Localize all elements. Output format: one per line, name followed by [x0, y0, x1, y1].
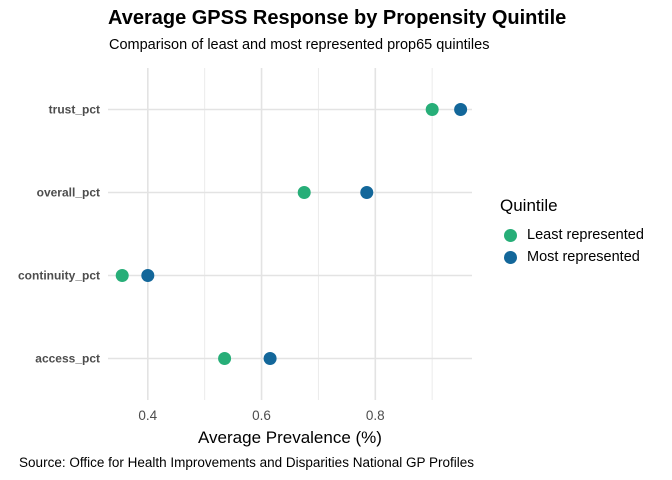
point-most-access_pct [263, 352, 277, 365]
grid-lines [108, 68, 472, 400]
chart-caption: Source: Office for Health Improvements a… [19, 455, 474, 470]
legend-dot-most [504, 250, 517, 264]
legend-label-least: Least represented [527, 227, 644, 243]
point-least-continuity_pct [115, 269, 129, 282]
x-tick-label-1: 0.6 [252, 408, 271, 423]
legend-title: Quintile [500, 196, 558, 215]
legend-item-least: Least represented [500, 224, 644, 246]
point-least-overall_pct [297, 186, 311, 199]
y-axis-ticks: trust_pct overall_pct continuity_pctaccess… [18, 103, 100, 366]
chart-subtitle: Comparison of least and most represented… [109, 37, 490, 53]
legend-dot-least [504, 228, 517, 242]
y-tick-label-access_pct: access_pct [35, 352, 100, 366]
point-least-access_pct [218, 352, 232, 365]
point-most-continuity_pct [141, 269, 155, 282]
legend: Quintile Least represented Most represen… [500, 196, 644, 268]
point-least-trust_pct [425, 103, 439, 116]
y-tick-label-overall_pct: overall_pct [37, 186, 100, 200]
point-most-overall_pct [360, 186, 374, 199]
x-axis-label: Average Prevalence (%) [198, 428, 382, 447]
y-tick-label-continuity_pct: continuity_pct [18, 269, 100, 283]
legend-label-most: Most represented [527, 249, 640, 265]
point-most-trust_pct [454, 103, 468, 116]
y-tick-label-trust_pct: trust_pct [49, 103, 100, 117]
x-tick-label-2: 0.8 [366, 408, 385, 423]
chart-title: Average GPSS Response by Propensity Quin… [108, 7, 567, 29]
x-axis-ticks: 0.4 0.6 0.8 [138, 408, 384, 423]
legend-item-most: Most represented [500, 246, 644, 268]
data-points [115, 103, 468, 365]
x-tick-label-0: 0.4 [138, 408, 157, 423]
